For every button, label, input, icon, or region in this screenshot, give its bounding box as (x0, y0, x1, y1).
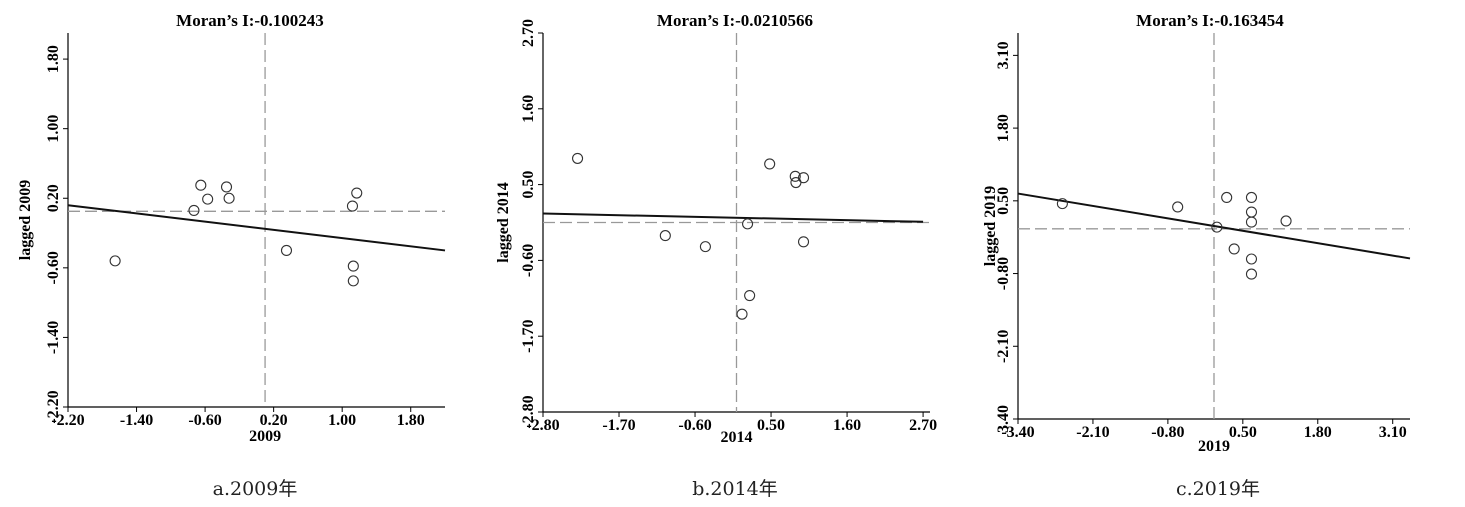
y-tick-label: 3.40 (995, 405, 1012, 433)
data-point (1228, 243, 1240, 255)
x-tick-label: -3.40 (1001, 424, 1034, 441)
data-point (572, 152, 584, 164)
data-point (797, 172, 810, 184)
chart-caption: a.2009年 (212, 478, 298, 500)
y-axis-label: lagged 2009 (17, 180, 34, 260)
y-tick-label: 1.80 (45, 45, 62, 73)
x-tick-label: 2.70 (909, 417, 937, 434)
data-point (699, 241, 711, 253)
data-point (1245, 268, 1258, 280)
data-point (797, 236, 810, 248)
chart-caption: c.2019年 (1175, 478, 1261, 500)
data-point (744, 289, 756, 302)
y-tick-label: 1.60 (520, 95, 537, 123)
x-tick-label: 1.80 (1304, 424, 1332, 441)
data-point (790, 176, 802, 189)
data-point (659, 230, 671, 242)
data-point (1280, 215, 1292, 227)
data-point (188, 204, 200, 216)
chart-title: Moran’s I:-0.0210566 (657, 11, 813, 30)
y-axis-label: lagged 2014 (495, 182, 512, 262)
x-tick-label: 1.60 (833, 417, 861, 434)
y-tick-label: 0.20 (45, 184, 62, 212)
data-point (736, 308, 748, 320)
data-point (742, 218, 754, 230)
x-axis-label: 2019 (1198, 438, 1230, 455)
data-point (1221, 191, 1233, 204)
x-axis-label: 2009 (249, 428, 281, 445)
data-point (220, 181, 233, 193)
y-tick-label: -2.20 (45, 390, 62, 423)
data-point (1211, 221, 1223, 233)
moran-scatterplot-2019: Moran’s I:-0.163454 -3.40 -2.10 -0.80 0.50 1.… (960, 0, 1465, 507)
chart-caption: b.2014年 (692, 478, 778, 500)
y-tick-label: -1.70 (520, 320, 537, 353)
chart-title: Moran’s I:-0.100243 (176, 11, 324, 30)
data-point (1245, 253, 1258, 265)
regression-line (1017, 192, 1411, 260)
y-tick-label: -2.10 (995, 330, 1012, 363)
x-tick-label: 0.50 (757, 417, 785, 434)
data-point (347, 260, 359, 272)
x-tick-label: -1.40 (120, 412, 153, 429)
data-point (764, 158, 776, 170)
chart-svg-2009: Moran’s I:-0.100243 -2.20 -1.40 -0.60 0.20 1.… (17, 11, 446, 445)
y-tick-label: 2.70 (520, 19, 537, 47)
y-tick-label: -0.60 (520, 244, 537, 277)
x-tick-label: -0.60 (678, 417, 711, 434)
data-point (1056, 198, 1068, 210)
y-tick-label: 0.50 (995, 187, 1012, 215)
moran-scatterplot-2014: Moran’s I:-0.0210566 -2.80 -1.70 -0.60 0.50 1… (470, 0, 960, 507)
x-tick-label: -2.80 (526, 417, 559, 434)
y-tick-label: -1.40 (45, 321, 62, 354)
x-tick-label: 0.20 (260, 412, 288, 429)
data-point (1172, 201, 1184, 213)
chart-svg-2019: Moran’s I:-0.163454 -3.40 -2.10 -0.80 0.50 1.… (982, 11, 1411, 455)
data-point (202, 193, 214, 205)
x-tick-label: -1.70 (602, 417, 635, 434)
y-axis-label: lagged 2019 (982, 186, 999, 266)
x-tick-label: 0.50 (1229, 424, 1257, 441)
x-tick-label: -0.80 (1151, 424, 1184, 441)
regression-line (542, 212, 924, 223)
data-point (347, 275, 359, 287)
data-point (109, 255, 121, 267)
data-point (346, 200, 359, 212)
x-tick-label: 1.00 (328, 412, 356, 429)
x-tick-label: 3.10 (1379, 424, 1407, 441)
data-point (223, 192, 235, 204)
chart-svg-2014: Moran’s I:-0.0210566 -2.80 -1.70 -0.60 0.50 1… (495, 11, 937, 446)
x-tick-label: -2.20 (51, 412, 84, 429)
x-tick-label: 1.80 (397, 412, 425, 429)
data-point (351, 187, 363, 199)
x-axis-label: 2014 (721, 429, 753, 446)
moran-scatterplot-2009: Moran’s I:-0.100243 -2.20 -1.40 -0.60 0.20 1.… (0, 0, 470, 507)
y-tick-label: 1.00 (45, 115, 62, 143)
data-point (789, 170, 801, 182)
y-tick-label: 0.50 (520, 171, 537, 199)
chart-title: Moran’s I:-0.163454 (1136, 11, 1284, 30)
x-tick-label: -2.10 (1076, 424, 1109, 441)
data-point (1245, 216, 1258, 228)
y-tick-label: -0.60 (45, 251, 62, 284)
data-point (280, 244, 293, 256)
y-tick-label: -0.80 (995, 257, 1012, 290)
y-tick-label: -2.80 (520, 395, 537, 428)
data-point (1245, 206, 1258, 218)
y-tick-label: 1.80 (995, 114, 1012, 142)
data-point (1245, 191, 1258, 204)
data-point (195, 179, 207, 191)
x-tick-label: -0.60 (188, 412, 221, 429)
y-tick-label: 3.10 (995, 41, 1012, 69)
regression-line (67, 204, 446, 252)
